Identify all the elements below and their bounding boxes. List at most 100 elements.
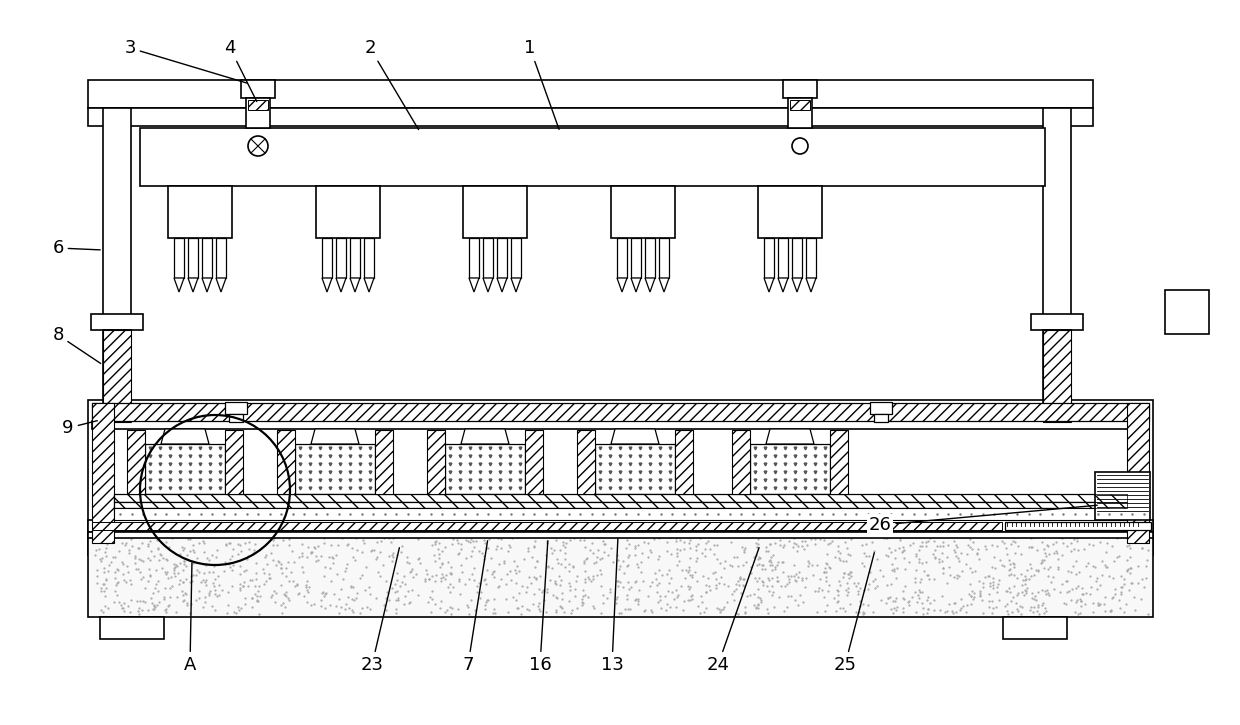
Bar [631,238,641,278]
Bar [511,238,521,278]
Bar [92,403,114,543]
Bar [126,430,145,494]
Polygon shape [202,278,212,292]
Bar [750,444,830,494]
Bar [88,80,1092,108]
Bar [732,430,750,494]
Bar [758,186,822,238]
Polygon shape [631,278,641,292]
Bar [167,186,232,238]
Polygon shape [766,429,813,444]
Bar [787,98,812,128]
Bar [484,238,494,278]
Text: 6: 6 [52,239,100,257]
Polygon shape [161,429,210,444]
Polygon shape [511,278,521,292]
Polygon shape [806,278,816,292]
Polygon shape [764,278,774,292]
Bar [1035,418,1079,428]
Bar [658,238,670,278]
Bar [350,238,360,278]
Polygon shape [188,278,198,292]
Text: 24: 24 [707,547,759,674]
Polygon shape [461,429,508,444]
Bar [103,108,131,316]
Bar [92,421,1149,429]
Bar [618,238,627,278]
Polygon shape [777,278,787,292]
Text: 7: 7 [463,541,487,674]
Bar [322,238,332,278]
Bar [782,80,817,98]
Bar [100,617,164,639]
Text: 4: 4 [224,39,257,102]
Bar [595,444,675,494]
Bar [114,502,1127,508]
Bar [91,314,143,330]
Polygon shape [658,278,670,292]
Bar [216,238,226,278]
Polygon shape [497,278,507,292]
Bar [1003,617,1066,639]
Text: 1: 1 [525,39,559,129]
Bar [806,238,816,278]
Bar [1095,472,1149,520]
Bar [103,330,131,422]
Bar [611,186,675,238]
Polygon shape [216,278,226,292]
Bar [577,430,595,494]
Bar [1166,290,1209,334]
Polygon shape [174,278,184,292]
Bar [463,186,527,238]
Bar [445,444,525,494]
Bar [114,502,1127,508]
Bar [95,418,139,428]
Bar [365,238,374,278]
Bar [241,80,275,98]
Bar [92,522,1002,530]
Bar [874,414,888,422]
Bar [792,238,802,278]
Bar [140,128,1045,186]
Polygon shape [645,278,655,292]
Bar [224,430,243,494]
Polygon shape [611,429,658,444]
Polygon shape [365,278,374,292]
Bar [1043,330,1071,422]
Bar [92,403,1149,421]
Bar [224,402,247,414]
Bar [830,430,848,494]
Bar [188,238,198,278]
Bar [145,444,224,494]
Bar [777,238,787,278]
Text: 16: 16 [528,541,552,674]
Bar [277,430,295,494]
Text: 8: 8 [52,326,100,363]
Bar [229,414,243,422]
Bar [88,520,1153,532]
Bar [1127,403,1149,543]
Polygon shape [350,278,360,292]
Polygon shape [336,278,346,292]
Polygon shape [311,429,360,444]
Bar [246,98,270,128]
Bar [88,108,1092,126]
Text: 25: 25 [833,552,874,674]
Circle shape [248,136,268,156]
Bar [114,494,1127,502]
Text: 26: 26 [868,505,1097,534]
Bar [1030,314,1083,330]
Bar [675,430,693,494]
Bar [1004,522,1151,530]
Circle shape [792,138,808,154]
Bar [870,402,892,414]
Bar [114,494,1127,502]
Text: 3: 3 [124,39,247,83]
Bar [103,330,131,422]
Bar [316,186,379,238]
Polygon shape [618,278,627,292]
Polygon shape [322,278,332,292]
Bar [427,430,445,494]
Bar [469,238,479,278]
Bar [295,444,374,494]
